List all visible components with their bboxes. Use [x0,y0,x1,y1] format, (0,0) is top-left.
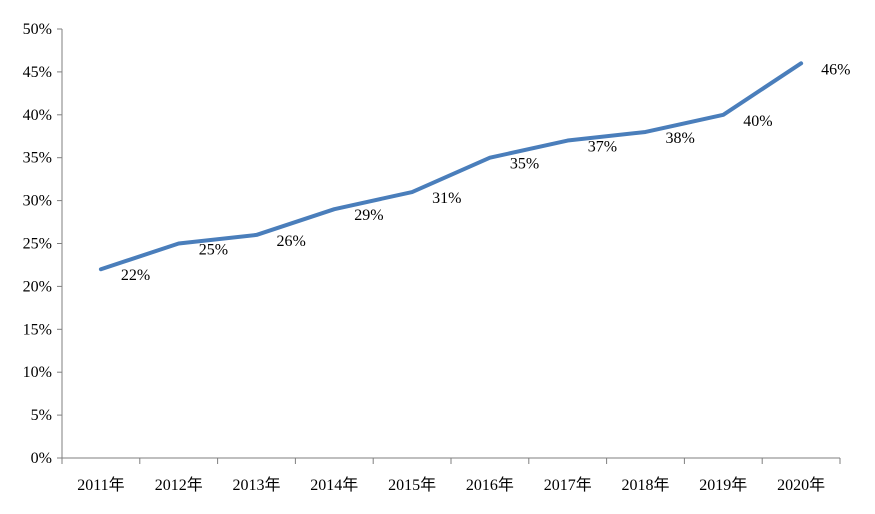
y-tick-label: 15% [23,321,52,338]
data-label: 31% [432,190,461,207]
series-line [98,61,804,272]
y-tick-label: 5% [31,407,52,424]
x-axis: 2011年 2012年 2013年 2014年 2015年 2016年 2017年 2018年… [61,457,841,494]
y-tick-label: 35% [23,150,52,167]
data-label: 46% [821,61,850,78]
y-tick-label: 10% [23,364,52,381]
data-label: 38% [666,130,695,147]
y-tick-label: 40% [23,107,52,124]
y-tick-label: 45% [23,64,52,81]
data-label: 35% [510,156,539,173]
x-tick-label: 2013年 [232,476,280,494]
x-tick-label: 2014年 [310,476,358,494]
data-label: 25% [199,242,228,259]
x-tick-label: 2016年 [466,476,514,494]
y-axis: 0% 5% 10% 15% 20% 25% 30% 35% 40% 45% 50% [23,21,63,467]
y-tick-label: 25% [23,236,52,253]
y-tick-label: 50% [23,21,52,38]
data-labels: 22% 25% 26% 29% 31% 35% 37% 38% 40% 46% [121,61,851,284]
data-label: 22% [121,267,150,284]
y-tick-label: 20% [23,278,52,295]
x-tick-label: 2011年 [77,476,124,494]
data-label: 37% [588,139,617,156]
x-tick-label: 2017年 [544,476,592,494]
x-tick-label: 2012年 [155,476,203,494]
data-label: 26% [277,233,306,250]
x-tick-label: 2019年 [699,476,747,494]
data-label: 29% [354,207,383,224]
x-tick-label: 2020年 [777,476,825,494]
series-layer [98,61,804,272]
data-label: 40% [743,113,772,130]
y-tick-label: 30% [23,193,52,210]
x-tick-label: 2015年 [388,476,436,494]
y-tick-label: 0% [31,450,52,467]
x-tick-label: 2018年 [621,476,669,494]
